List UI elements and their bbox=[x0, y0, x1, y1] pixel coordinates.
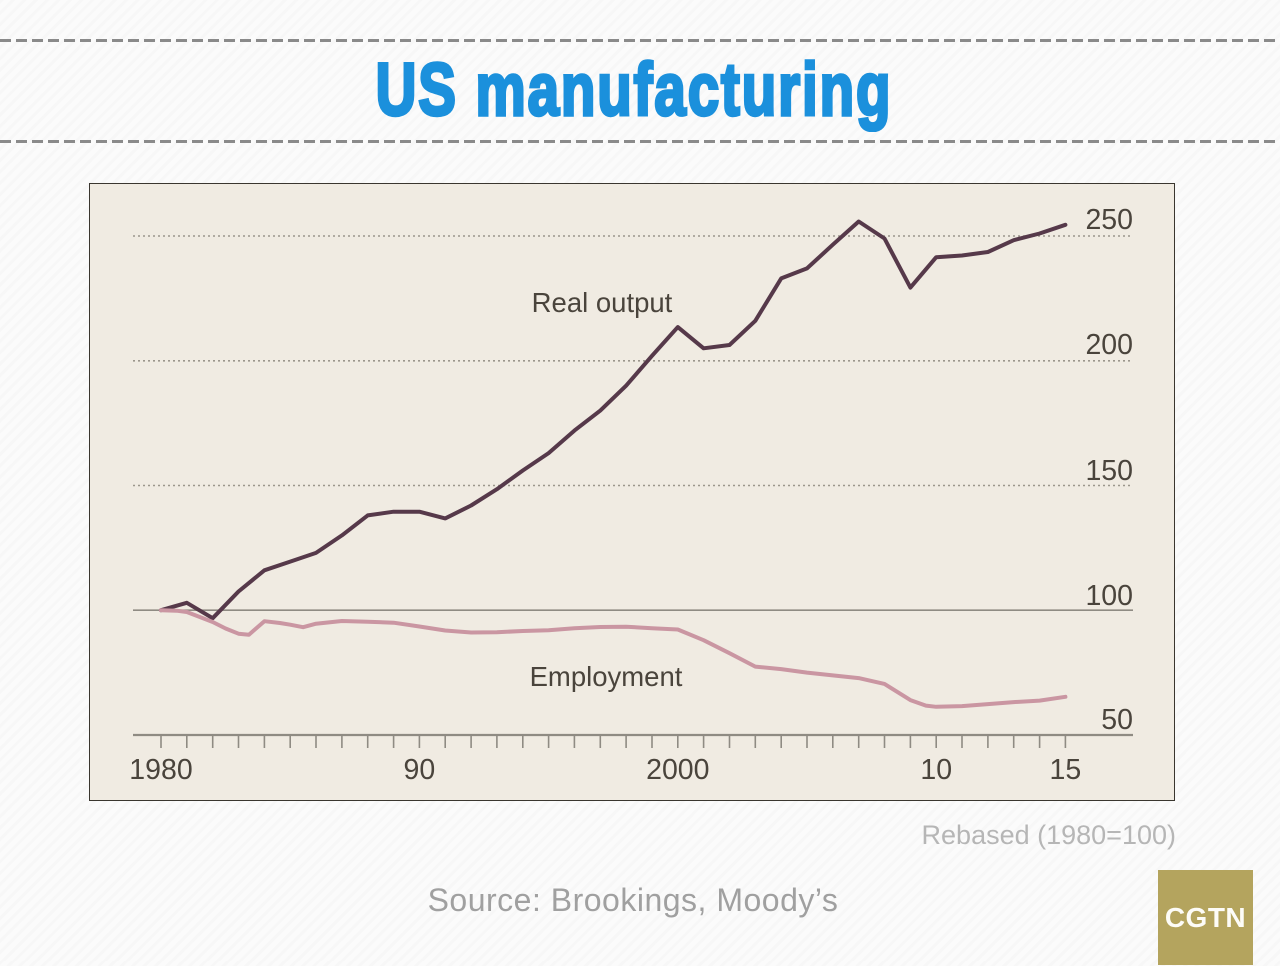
svg-text:2000: 2000 bbox=[646, 754, 709, 786]
svg-text:90: 90 bbox=[404, 754, 436, 786]
svg-text:50: 50 bbox=[1101, 704, 1133, 736]
svg-text:150: 150 bbox=[1085, 455, 1133, 487]
svg-text:10: 10 bbox=[920, 754, 952, 786]
svg-text:200: 200 bbox=[1085, 329, 1133, 361]
svg-text:Employment: Employment bbox=[530, 661, 683, 692]
svg-text:100: 100 bbox=[1085, 580, 1133, 612]
svg-text:250: 250 bbox=[1085, 204, 1133, 236]
svg-text:Real output: Real output bbox=[532, 287, 673, 318]
svg-text:15: 15 bbox=[1050, 754, 1082, 786]
svg-text:1980: 1980 bbox=[129, 754, 192, 786]
